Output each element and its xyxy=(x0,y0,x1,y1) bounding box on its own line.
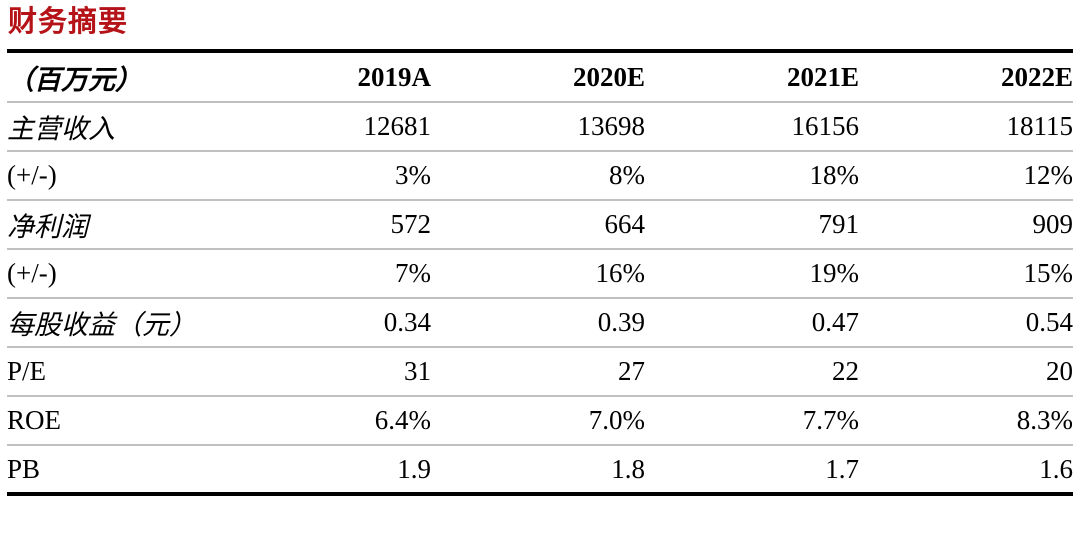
cell-value: 16% xyxy=(595,258,646,288)
cell-value: 664 xyxy=(604,209,646,239)
row-label: (+/-) xyxy=(7,258,57,288)
cell-value: 572 xyxy=(390,209,432,239)
column-header-2022: 2022E xyxy=(1000,61,1073,92)
row-label: P/E xyxy=(7,356,47,386)
cell-value: 16156 xyxy=(791,111,860,141)
cell-value: 12% xyxy=(1023,160,1074,190)
cell-value: 18% xyxy=(809,160,860,190)
cell-value: 31 xyxy=(404,356,431,386)
cell-value: 7.7% xyxy=(802,405,859,435)
row-label: PB xyxy=(7,453,41,484)
cell-value: 3% xyxy=(395,160,431,190)
table-row-roe: ROE 6.4% 7.0% 7.7% 8.3% xyxy=(7,396,1073,445)
table-row-revenue: 主营收入 12681 13698 16156 18115 xyxy=(7,102,1073,151)
cell-value: 22 xyxy=(832,356,859,386)
column-header-2020: 2020E xyxy=(572,61,645,92)
cell-value: 20 xyxy=(1046,356,1073,386)
cell-value: 1.8 xyxy=(611,453,645,484)
cell-value: 27 xyxy=(618,356,645,386)
cell-value: 15% xyxy=(1023,258,1074,288)
cell-value: 13698 xyxy=(577,111,646,141)
table-header-row: （百万元） 2019A 2020E 2021E 2022E xyxy=(7,51,1073,102)
page-title: 财务摘要 xyxy=(8,6,129,38)
cell-value: 7.0% xyxy=(588,405,645,435)
cell-value: 19% xyxy=(809,258,860,288)
cell-value: 0.47 xyxy=(811,307,859,337)
financial-summary-table: （百万元） 2019A 2020E 2021E 2022E 主营收入 12681… xyxy=(7,49,1073,496)
cell-value: 7% xyxy=(395,258,431,288)
cell-value: 8.3% xyxy=(1016,405,1073,435)
cell-value: 791 xyxy=(818,209,860,239)
cell-value: 1.9 xyxy=(397,453,431,484)
cell-value: 12681 xyxy=(363,111,432,141)
cell-value: 0.34 xyxy=(383,307,431,337)
table-row-profit-growth: (+/-) 7% 16% 19% 15% xyxy=(7,249,1073,298)
cell-value: 0.39 xyxy=(597,307,645,337)
table-row-net-profit: 净利润 572 664 791 909 xyxy=(7,200,1073,249)
cell-value: 8% xyxy=(609,160,645,190)
cell-value: 6.4% xyxy=(374,405,431,435)
cell-value: 1.6 xyxy=(1039,453,1073,484)
row-label: ROE xyxy=(7,405,61,435)
row-label: 净利润 xyxy=(7,212,88,242)
cell-value: 909 xyxy=(1032,209,1074,239)
table-row-eps: 每股收益（元） 0.34 0.39 0.47 0.54 xyxy=(7,298,1073,347)
column-header-2021: 2021E xyxy=(786,61,859,92)
table-row-revenue-growth: (+/-) 3% 8% 18% 12% xyxy=(7,151,1073,200)
cell-value: 1.7 xyxy=(825,453,859,484)
table-row-pb: PB 1.9 1.8 1.7 1.6 xyxy=(7,445,1073,494)
row-label: 每股收益（元） xyxy=(7,310,196,340)
row-label: 主营收入 xyxy=(7,114,115,144)
table-row-pe: P/E 31 27 22 20 xyxy=(7,347,1073,396)
row-label: (+/-) xyxy=(7,160,57,190)
column-header-2019: 2019A xyxy=(357,61,432,92)
cell-value: 18115 xyxy=(1006,111,1074,141)
cell-value: 0.54 xyxy=(1025,307,1073,337)
unit-header: （百万元） xyxy=(7,64,142,95)
